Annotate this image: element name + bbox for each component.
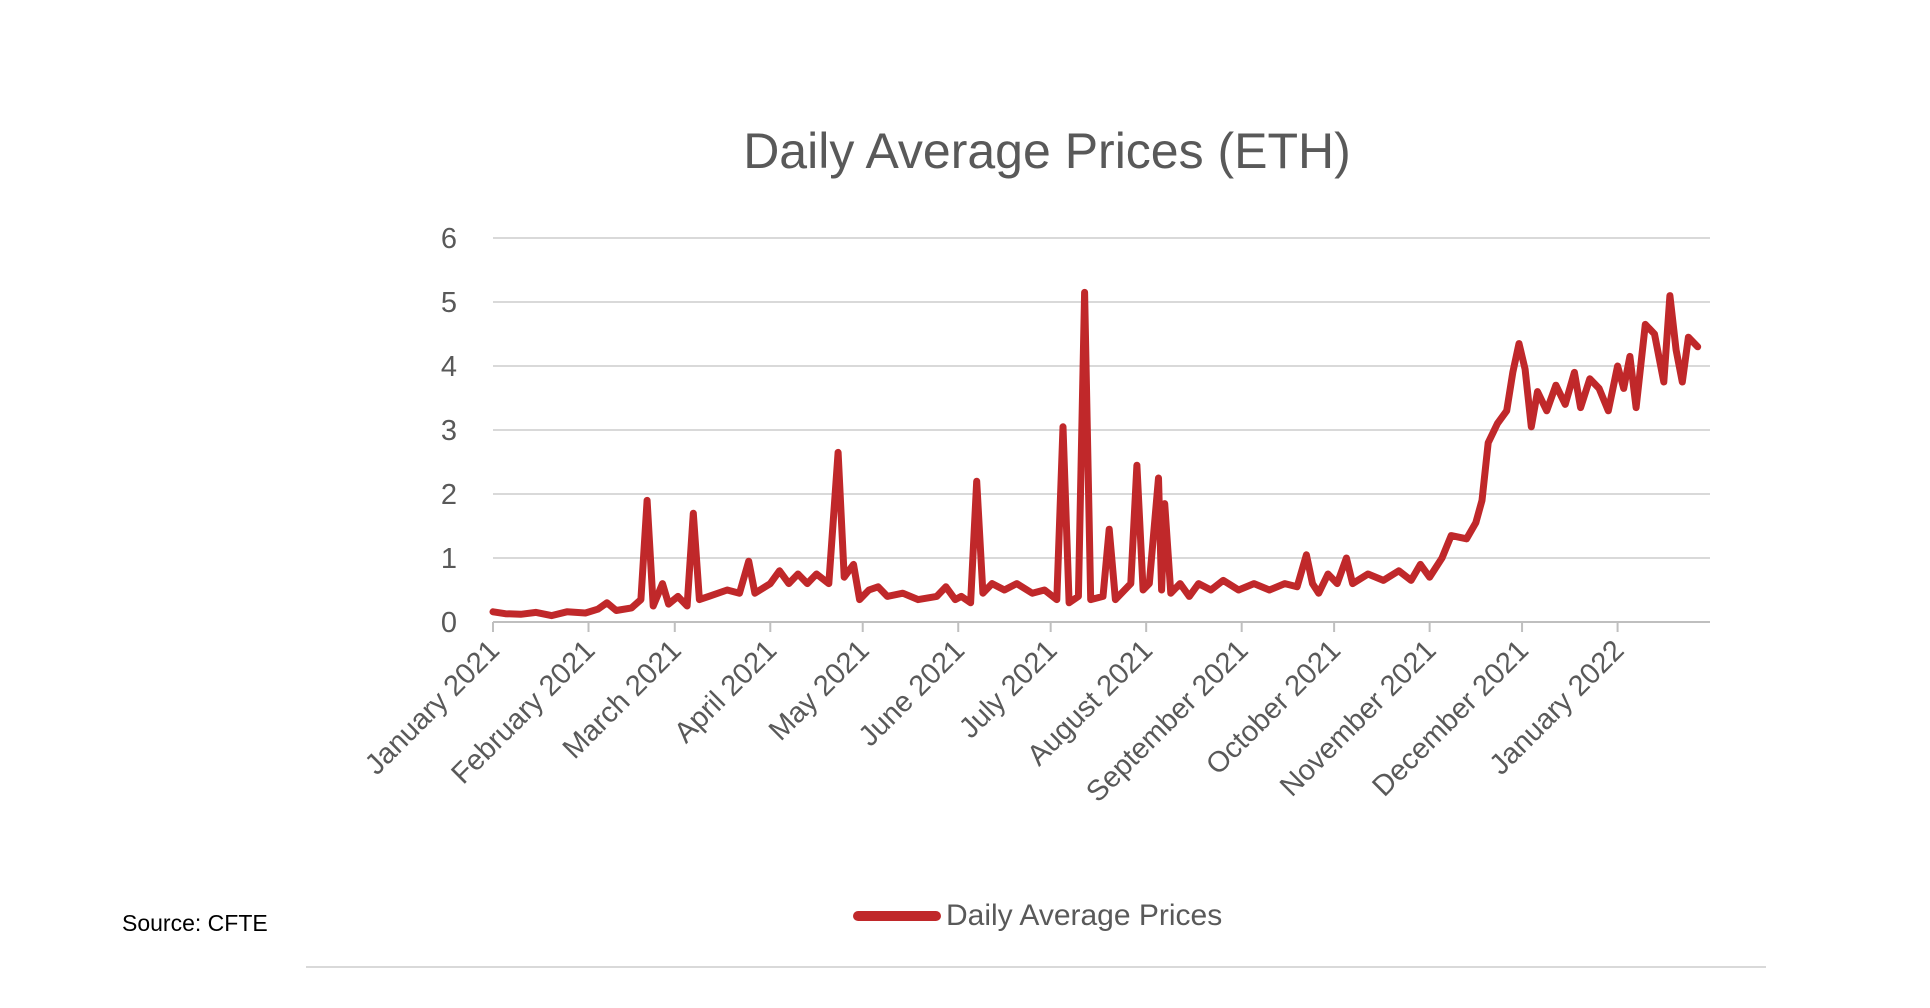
x-tick-label: April 2021	[668, 634, 783, 749]
y-tick-label: 6	[441, 223, 457, 255]
plot-area	[489, 288, 1702, 620]
y-tick-label: 0	[441, 607, 457, 639]
source-note: Source: CFTE	[122, 910, 268, 936]
grid-lines	[493, 237, 1710, 559]
y-tick-label: 1	[441, 543, 457, 575]
y-tick-label: 2	[441, 479, 457, 511]
series-line	[489, 288, 1702, 620]
y-tick-label: 5	[441, 287, 457, 319]
legend: Daily Average Prices	[853, 899, 1222, 932]
y-tick-label: 4	[441, 351, 457, 383]
legend-label: Daily Average Prices	[946, 899, 1222, 932]
chart-title: Daily Average Prices (ETH)	[743, 123, 1351, 179]
y-axis-ticks: 0 1 2 3 4 5 6	[441, 223, 457, 639]
y-tick-label: 3	[441, 415, 457, 447]
x-tick-label: September 2021	[1080, 634, 1254, 808]
x-axis	[492, 621, 1710, 632]
divider	[306, 966, 1766, 968]
